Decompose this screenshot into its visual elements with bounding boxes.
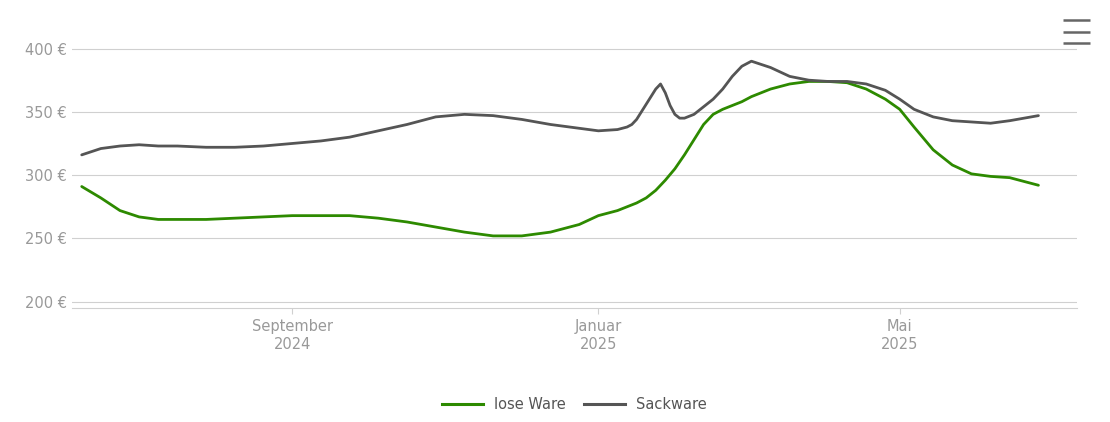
Legend: lose Ware, Sackware: lose Ware, Sackware bbox=[436, 391, 713, 418]
